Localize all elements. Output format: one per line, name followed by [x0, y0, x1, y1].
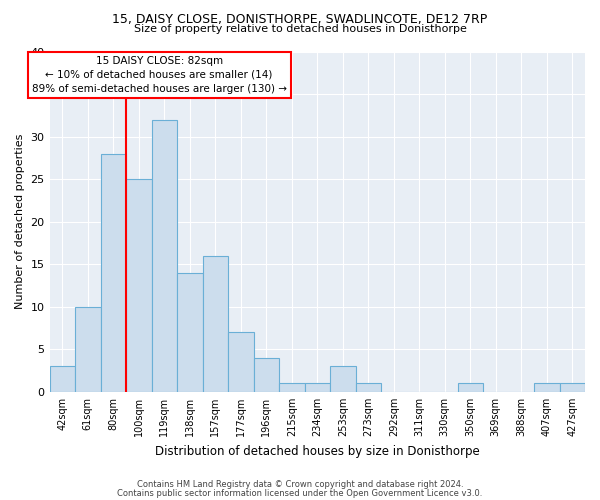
Text: Contains public sector information licensed under the Open Government Licence v3: Contains public sector information licen…	[118, 488, 482, 498]
Bar	[101, 154, 126, 392]
Bar	[279, 384, 305, 392]
Bar	[330, 366, 356, 392]
Y-axis label: Number of detached properties: Number of detached properties	[15, 134, 25, 310]
Bar	[305, 384, 330, 392]
Text: Contains HM Land Registry data © Crown copyright and database right 2024.: Contains HM Land Registry data © Crown c…	[137, 480, 463, 489]
Text: Size of property relative to detached houses in Donisthorpe: Size of property relative to detached ho…	[134, 24, 466, 34]
Bar	[203, 256, 228, 392]
X-axis label: Distribution of detached houses by size in Donisthorpe: Distribution of detached houses by size …	[155, 444, 479, 458]
Text: 15 DAISY CLOSE: 82sqm
← 10% of detached houses are smaller (14)
89% of semi-deta: 15 DAISY CLOSE: 82sqm ← 10% of detached …	[32, 56, 287, 94]
Bar	[254, 358, 279, 392]
Bar	[177, 273, 203, 392]
Text: 15, DAISY CLOSE, DONISTHORPE, SWADLINCOTE, DE12 7RP: 15, DAISY CLOSE, DONISTHORPE, SWADLINCOT…	[112, 12, 488, 26]
Bar	[560, 384, 585, 392]
Bar	[458, 384, 483, 392]
Bar	[50, 366, 75, 392]
Bar	[152, 120, 177, 392]
Bar	[228, 332, 254, 392]
Bar	[356, 384, 381, 392]
Bar	[126, 179, 152, 392]
Bar	[534, 384, 560, 392]
Bar	[75, 307, 101, 392]
